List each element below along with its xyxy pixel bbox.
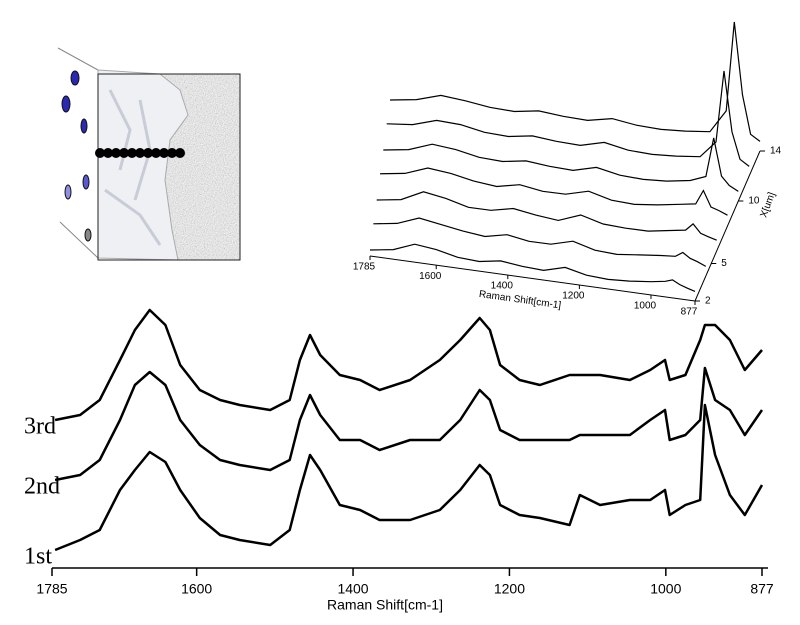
- series-label: 2nd: [24, 474, 60, 500]
- waterfall-x-tick-label: 1600: [419, 271, 442, 282]
- markers: [61, 70, 92, 242]
- waterfall-trace: [373, 217, 707, 267]
- spectrum-line: [54, 308, 763, 422]
- waterfall-z-label: X[um]: [758, 191, 777, 220]
- x-tick-label: 1600: [181, 581, 212, 597]
- waterfall-trace: [376, 191, 717, 241]
- spectrum-line: [54, 366, 764, 482]
- scan-line: [95, 148, 185, 158]
- series-label: 3rd: [24, 414, 56, 440]
- waterfall-trace: [369, 243, 696, 292]
- waterfall-x-tick-label: 1785: [353, 262, 376, 273]
- waterfall-z-tick-label: 2: [705, 296, 711, 307]
- waterfall-trace: [383, 137, 739, 192]
- x-axis-label: Raman Shift[cm-1]: [327, 597, 443, 613]
- waterfall-trace: [379, 167, 728, 216]
- inset-edge: [57, 47, 99, 71]
- series-label: 1st: [24, 544, 52, 570]
- x-tick-label: 1785: [36, 581, 67, 597]
- waterfall-x-label: Raman Shift[cm-1]: [478, 289, 562, 311]
- waterfall-x-axis: [369, 255, 696, 302]
- waterfall-x-tick-label: 1200: [562, 291, 585, 302]
- x-tick-label: 1200: [494, 581, 525, 597]
- waterfall-x-tick-label: 1400: [491, 281, 514, 292]
- waterfall-x-tick-label: 877: [681, 307, 698, 318]
- enamel-region: [97, 69, 189, 261]
- x-tick-label: 1400: [337, 581, 368, 597]
- waterfall-z-axis: [694, 150, 761, 302]
- waterfall-trace: [386, 70, 750, 167]
- waterfall-z-tick-label: 10: [748, 196, 760, 207]
- inset-frame: [97, 73, 241, 261]
- waterfall-z-tick-label: 5: [721, 258, 727, 269]
- waterfall-z-tick-label: 14: [770, 146, 782, 157]
- sample-inset: [57, 47, 241, 261]
- x-tick-label: 877: [750, 581, 774, 597]
- spectrum-line: [54, 403, 764, 552]
- waterfall-trace: [389, 21, 761, 142]
- waterfall-x-tick-label: 1000: [634, 301, 657, 312]
- inset-edge: [59, 221, 99, 259]
- x-tick-label: 1000: [650, 581, 681, 597]
